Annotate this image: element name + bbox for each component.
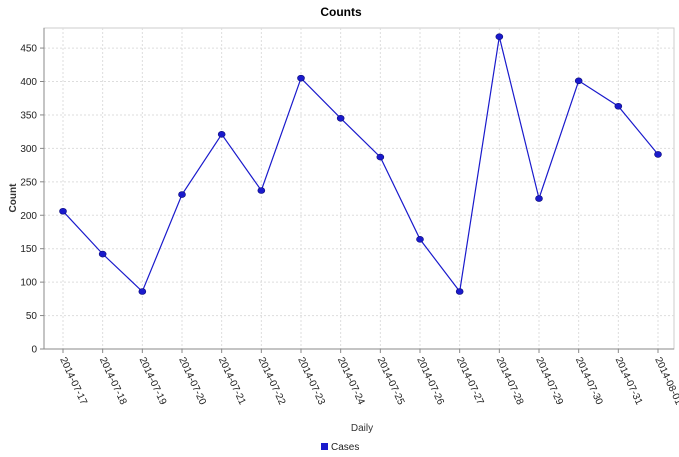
series-cases bbox=[59, 33, 662, 295]
data-point bbox=[535, 195, 543, 202]
x-tick-label: 2014-07-24 bbox=[335, 356, 367, 407]
y-tick-label: 300 bbox=[20, 144, 37, 155]
y-tick-label: 400 bbox=[20, 77, 37, 88]
y-tick-label: 100 bbox=[20, 278, 37, 289]
chart-title: Counts bbox=[320, 5, 362, 19]
x-tick-label: 2014-07-29 bbox=[533, 356, 565, 407]
y-tick-label: 150 bbox=[20, 244, 37, 255]
y-axis-label: Count bbox=[8, 183, 19, 213]
y-tick-label: 50 bbox=[26, 311, 38, 322]
y-tick-label: 350 bbox=[20, 110, 37, 121]
x-axis-label: Daily bbox=[351, 423, 373, 434]
y-tick-label: 200 bbox=[20, 211, 37, 222]
grid-lines bbox=[44, 28, 674, 349]
data-point bbox=[376, 153, 385, 161]
data-point bbox=[297, 74, 305, 82]
data-point bbox=[336, 114, 345, 122]
series-line-cases bbox=[62, 36, 659, 293]
plot-area bbox=[43, 27, 675, 350]
y-axis-ticks: 0 50 100 150 200 250 300 350 400 450 bbox=[20, 44, 44, 356]
x-tick-label: 2014-07-30 bbox=[573, 356, 605, 407]
x-tick-label: 2014-07-18 bbox=[97, 356, 129, 407]
y-tick-label: 250 bbox=[20, 177, 37, 188]
data-point bbox=[654, 151, 662, 158]
x-tick-label: 2014-07-22 bbox=[256, 356, 288, 407]
x-tick-label: 2014-08-01 bbox=[652, 356, 679, 407]
data-point bbox=[574, 77, 583, 85]
x-tick-label: 2014-07-19 bbox=[137, 356, 169, 407]
x-tick-label: 2014-07-20 bbox=[176, 356, 208, 407]
x-axis-ticks: 2014-07-17 2014-07-18 2014-07-19 2014-07-20… bbox=[57, 349, 679, 407]
x-tick-label: 2014-07-23 bbox=[295, 356, 327, 407]
data-point bbox=[178, 191, 186, 198]
legend-swatch-cases bbox=[321, 443, 328, 450]
x-tick-label: 2014-07-31 bbox=[613, 356, 645, 407]
x-tick-label: 2014-07-17 bbox=[57, 356, 89, 407]
x-tick-label: 2014-07-25 bbox=[375, 356, 407, 407]
y-tick-label: 450 bbox=[20, 44, 37, 55]
x-tick-label: 2014-07-27 bbox=[454, 356, 486, 407]
legend: Cases bbox=[321, 442, 359, 453]
data-point bbox=[495, 33, 504, 40]
data-point bbox=[614, 102, 623, 110]
data-point bbox=[257, 187, 266, 194]
legend-label-cases: Cases bbox=[331, 442, 359, 453]
data-point bbox=[217, 131, 226, 138]
data-point bbox=[138, 288, 147, 295]
y-tick-label: 0 bbox=[31, 345, 37, 356]
data-point bbox=[98, 250, 107, 258]
data-point bbox=[416, 236, 424, 243]
x-tick-label: 2014-07-26 bbox=[414, 356, 446, 407]
x-tick-label: 2014-07-21 bbox=[216, 356, 248, 407]
x-tick-label: 2014-07-28 bbox=[494, 356, 526, 407]
data-point bbox=[455, 288, 464, 295]
data-point bbox=[59, 207, 67, 215]
